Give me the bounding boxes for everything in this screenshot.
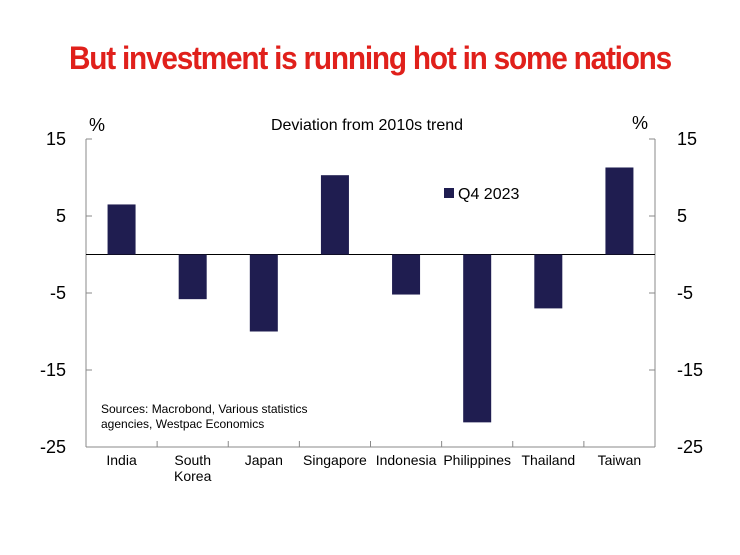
bars [107,167,634,423]
right-unit-label: % [632,113,648,133]
right-y-axis: 15 5 -5 -15 -25 [649,129,703,457]
y-tick-label-right: 5 [677,206,687,226]
bar [605,167,634,255]
x-tick-label: Indonesia [376,452,437,468]
x-tick-label: Philippines [443,452,511,468]
y-tick-label-right: -25 [677,437,703,457]
bar [320,175,349,255]
legend: Q4 2023 [444,186,519,203]
x-tick-label: Singapore [303,452,367,468]
x-axis-labels: India South Korea Japan Singapore Indonesia Ph… [106,441,656,484]
left-y-axis: 15 5 -5 -15 -25 [40,129,92,457]
y-tick-label-left: -5 [50,283,66,303]
y-tick-label-left: 15 [46,129,66,149]
x-tick-label: Japan [245,452,283,468]
source-line: Sources: Macrobond, Various statistics [101,402,308,416]
bar [463,254,492,423]
y-tick-label-right: 15 [677,129,697,149]
x-tick-label: Thailand [521,452,575,468]
bar [392,254,421,295]
chart-title: But investment is running hot in some na… [68,40,672,76]
chart-subtitle: Deviation from 2010s trend [271,117,463,134]
y-tick-label-right: -15 [677,360,703,380]
x-tick-label: South Korea [174,452,212,484]
plot-frame [85,139,656,448]
bar [249,254,278,332]
bar [534,254,563,309]
y-tick-label-left: -25 [40,437,66,457]
x-tick-label: India [106,452,137,468]
left-unit-label: % [89,115,105,135]
y-tick-label-right: -5 [677,283,693,303]
bar [107,204,136,255]
x-tick-label: Taiwan [598,452,642,468]
y-tick-label-left: -15 [40,360,66,380]
source-note: Sources: Macrobond, Various statisticsag… [101,402,308,431]
legend-label: Q4 2023 [458,186,519,203]
legend-swatch [444,188,454,198]
source-line: agencies, Westpac Economics [101,417,264,431]
bar [178,254,207,300]
y-tick-label-left: 5 [56,206,66,226]
